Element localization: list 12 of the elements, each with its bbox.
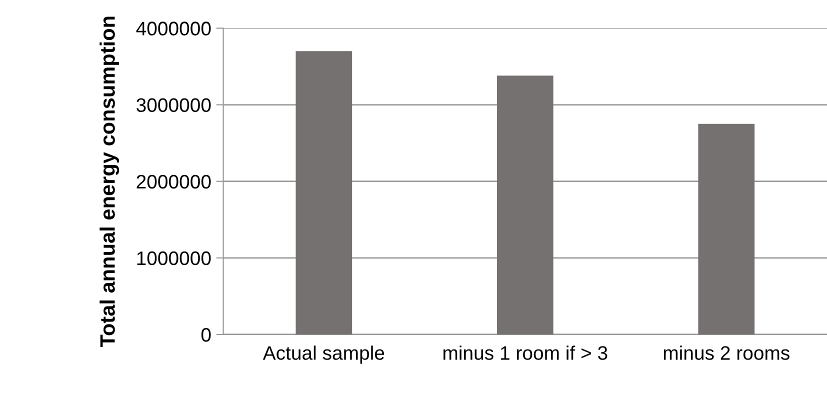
x-tick-label: Actual sample [262, 346, 384, 364]
y-axis-title: Total annual energy consumption [100, 16, 120, 348]
bar [496, 76, 554, 334]
x-tick-label: minus 1 room if > 3 [444, 346, 608, 360]
bar [296, 51, 352, 334]
y-tick-label: 4000000 [136, 22, 211, 36]
y-tick-label: 1000000 [137, 251, 211, 266]
y-tick-label: 3000000 [136, 98, 211, 112]
bar [698, 124, 755, 334]
x-tick-label: minus 2 rooms [664, 346, 790, 360]
y-tick-label: 2000000 [136, 174, 211, 189]
y-tick-label: 0 [201, 328, 211, 342]
